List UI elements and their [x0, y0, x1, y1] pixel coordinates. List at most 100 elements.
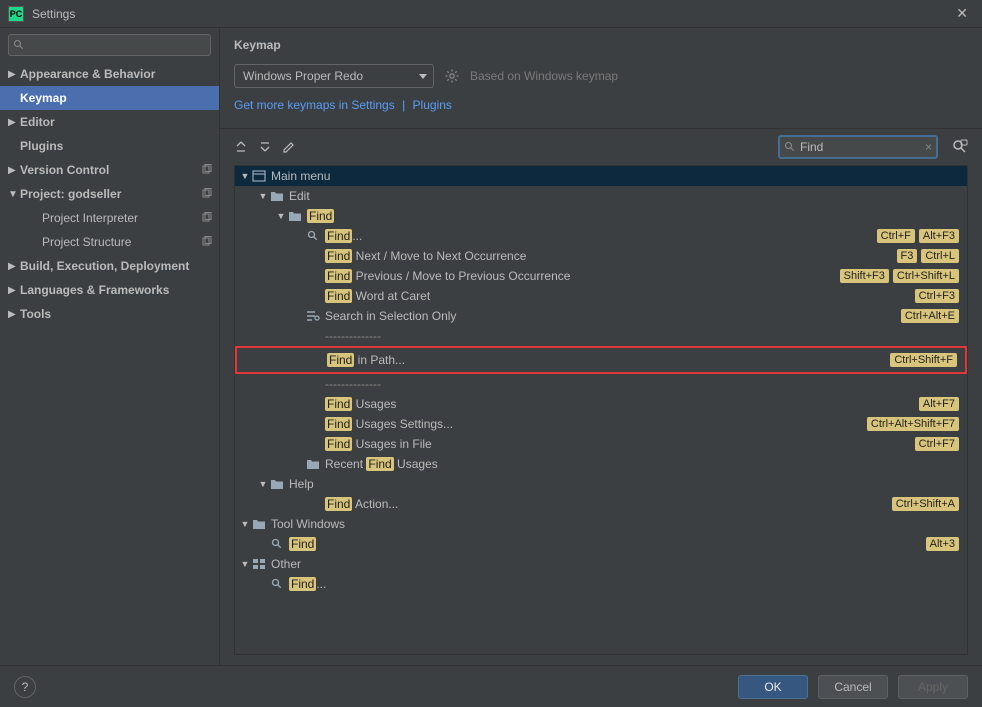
collapse-all-icon[interactable] [258, 140, 276, 154]
folder-icon [251, 518, 267, 530]
expand-all-icon[interactable] [234, 140, 252, 154]
ok-button[interactable]: OK [738, 675, 808, 699]
tree-row[interactable]: Find... [235, 574, 967, 594]
shortcuts: Ctrl+Alt+E [901, 309, 959, 323]
shortcut-badge: Ctrl+F7 [915, 437, 959, 451]
shortcut-badge: Ctrl+Alt+Shift+F7 [867, 417, 959, 431]
tree-label: Find [307, 209, 959, 223]
tree-label: Find Action... [325, 497, 892, 511]
sidebar-item-project-interpreter[interactable]: Project Interpreter [0, 206, 219, 230]
tree-label: Find Next / Move to Next Occurrence [325, 249, 897, 263]
sidebar-list: ▶Appearance & Behavior Keymap ▶EditorPlugi… [0, 62, 219, 665]
link-plugins[interactable]: Plugins [413, 98, 452, 112]
tree-row[interactable]: Find Action...Ctrl+Shift+A [235, 494, 967, 514]
sidebar-search-input[interactable] [29, 38, 206, 52]
tree-arrow-icon: ▼ [239, 559, 251, 569]
shortcuts: F3Ctrl+L [897, 249, 960, 263]
tree-row[interactable]: ▼Tool Windows [235, 514, 967, 534]
sidebar-item-languages-frameworks[interactable]: ▶Languages & Frameworks [0, 278, 219, 302]
shortcuts: Ctrl+F7 [915, 437, 959, 451]
tree-label: Find Usages [325, 397, 919, 411]
edit-icon[interactable] [282, 140, 300, 154]
tree-row[interactable]: -------------- [235, 374, 967, 394]
tree-row[interactable]: Find Usages in FileCtrl+F7 [235, 434, 967, 454]
shortcuts: Alt+3 [926, 537, 959, 551]
chevron-icon: ▼ [8, 189, 20, 200]
tree-row[interactable]: ▼Main menu [235, 166, 967, 186]
keymap-scheme-select[interactable]: Windows Proper Redo [234, 64, 434, 88]
tree-row[interactable]: ▼Other [235, 554, 967, 574]
tree-row[interactable]: ▼ Find [235, 206, 967, 226]
sidebar-item-tools[interactable]: ▶Tools [0, 302, 219, 326]
sidebar-item-label: Version Control [20, 163, 201, 177]
shortcut-badge: F3 [897, 249, 918, 263]
tree-row[interactable]: ▼Help [235, 474, 967, 494]
tree-row[interactable]: Search in Selection OnlyCtrl+Alt+E [235, 306, 967, 326]
project-icon [201, 188, 213, 200]
project-icon [201, 164, 213, 176]
tree-row[interactable]: Find UsagesAlt+F7 [235, 394, 967, 414]
right-panel: Keymap Windows Proper Redo Based on Wind… [220, 28, 982, 665]
apply-button[interactable]: Apply [898, 675, 968, 699]
tree-row[interactable]: FindAlt+3 [235, 534, 967, 554]
folder-icon [269, 478, 285, 490]
sidebar-search[interactable] [8, 34, 211, 56]
tree-row[interactable]: Recent Find Usages [235, 454, 967, 474]
tree-label: -------------- [325, 377, 959, 391]
keymap-tree[interactable]: ▼Main menu▼Edit▼FindFind...Ctrl+FAlt+F3F… [234, 165, 968, 655]
tree-row[interactable]: Find in Path...Ctrl+Shift+F [235, 346, 967, 374]
tree-row[interactable]: -------------- [235, 326, 967, 346]
titlebar: PC Settings ✕ [0, 0, 982, 28]
shortcut-badge: Alt+F7 [919, 397, 959, 411]
chevron-icon: ▶ [8, 285, 20, 296]
other-icon [251, 558, 267, 570]
link-more-keymaps[interactable]: Get more keymaps in Settings [234, 98, 395, 112]
tree-label: Find... [325, 229, 877, 243]
shortcut-badge: Ctrl+Shift+F [890, 353, 957, 367]
shortcuts: Ctrl+F3 [915, 289, 959, 303]
sidebar-item-plugins[interactable]: Plugins [0, 134, 219, 158]
sidebar-item-label: Languages & Frameworks [20, 283, 213, 297]
scheme-value: Windows Proper Redo [243, 69, 363, 83]
tree-row[interactable]: ▼Edit [235, 186, 967, 206]
project-icon [201, 212, 213, 224]
menu-icon [251, 170, 267, 182]
sidebar-item-keymap[interactable]: Keymap [0, 86, 219, 110]
tree-row[interactable]: Find Previous / Move to Previous Occurre… [235, 266, 967, 286]
find-by-shortcut-icon[interactable] [952, 139, 968, 155]
search-icon [305, 230, 321, 242]
shortcut-badge: Ctrl+Shift+L [893, 269, 959, 283]
tree-arrow-icon: ▼ [275, 211, 287, 221]
sidebar-item-build-execution-deployment[interactable]: ▶Build, Execution, Deployment [0, 254, 219, 278]
filter-search-icon [784, 141, 796, 153]
tree-row[interactable]: Find Next / Move to Next OccurrenceF3Ctr… [235, 246, 967, 266]
shortcuts: Ctrl+Shift+A [892, 497, 959, 511]
shortcuts: Shift+F3Ctrl+Shift+L [840, 269, 959, 283]
sidebar-item-appearance-behavior[interactable]: ▶Appearance & Behavior [0, 62, 219, 86]
tree-label: Main menu [271, 169, 959, 183]
tree-label: Recent Find Usages [325, 457, 959, 471]
window-title: Settings [32, 7, 950, 21]
sidebar-item-project-godseller[interactable]: ▼Project: godseller [0, 182, 219, 206]
folder-icon [305, 458, 321, 470]
app-icon: PC [8, 6, 24, 22]
based-on-text: Based on Windows keymap [470, 69, 618, 83]
sidebar-item-version-control[interactable]: ▶Version Control [0, 158, 219, 182]
close-icon[interactable]: ✕ [950, 5, 974, 22]
filter-input[interactable] [800, 140, 925, 154]
cancel-button[interactable]: Cancel [818, 675, 888, 699]
gear-icon[interactable] [444, 68, 460, 84]
tree-row[interactable]: Find Word at CaretCtrl+F3 [235, 286, 967, 306]
help-button[interactable]: ? [14, 676, 36, 698]
sidebar-item-project-structure[interactable]: Project Structure [0, 230, 219, 254]
chevron-icon: ▶ [8, 117, 20, 128]
footer: ? OK Cancel Apply [0, 665, 982, 707]
sidebar-item-label: Build, Execution, Deployment [20, 259, 213, 273]
filter-box[interactable]: × [778, 135, 938, 159]
tree-row[interactable]: Find Usages Settings...Ctrl+Alt+Shift+F7 [235, 414, 967, 434]
tree-label: Find Usages in File [325, 437, 915, 451]
sidebar-item-editor[interactable]: ▶Editor [0, 110, 219, 134]
tree-row[interactable]: Find...Ctrl+FAlt+F3 [235, 226, 967, 246]
sidebar-item-label: Keymap [20, 91, 213, 105]
clear-icon[interactable]: × [925, 140, 932, 154]
